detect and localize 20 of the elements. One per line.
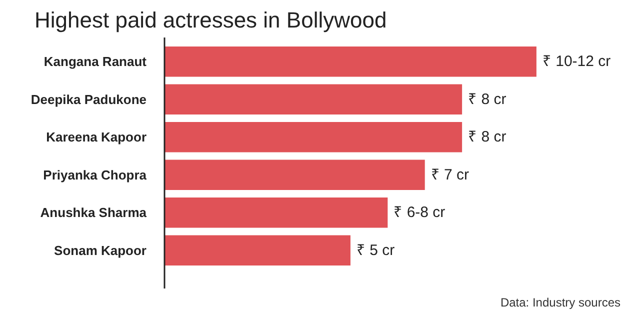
y-tick-label: Kareena Kapoor (46, 130, 146, 145)
data-label: ₹ 5 cr (356, 242, 395, 259)
bar (164, 84, 462, 114)
y-tick-label: Deepika Padukone (30, 92, 147, 107)
y-tick-label: Priyanka Chopra (43, 167, 148, 182)
chart-title: Highest paid actresses in Bollywood (34, 8, 387, 32)
bar (164, 160, 425, 190)
bar (164, 46, 536, 77)
bar (164, 198, 388, 228)
data-label: ₹ 8 cr (468, 128, 506, 146)
data-label: ₹ 10-12 cr (542, 53, 611, 70)
bar (164, 235, 350, 266)
y-tick-label: Kangana Ranaut (44, 54, 148, 70)
data-label: ₹ 6-8 cr (394, 204, 446, 222)
text: Data: Industry sources (500, 296, 621, 310)
y-tick-label: Anushka Sharma (40, 205, 148, 220)
data-label: ₹ 8 cr (468, 90, 506, 108)
data-label: ₹ 7 cr (430, 166, 470, 184)
bar (164, 122, 462, 152)
y-tick-label: Sonam Kapoor (54, 242, 147, 258)
